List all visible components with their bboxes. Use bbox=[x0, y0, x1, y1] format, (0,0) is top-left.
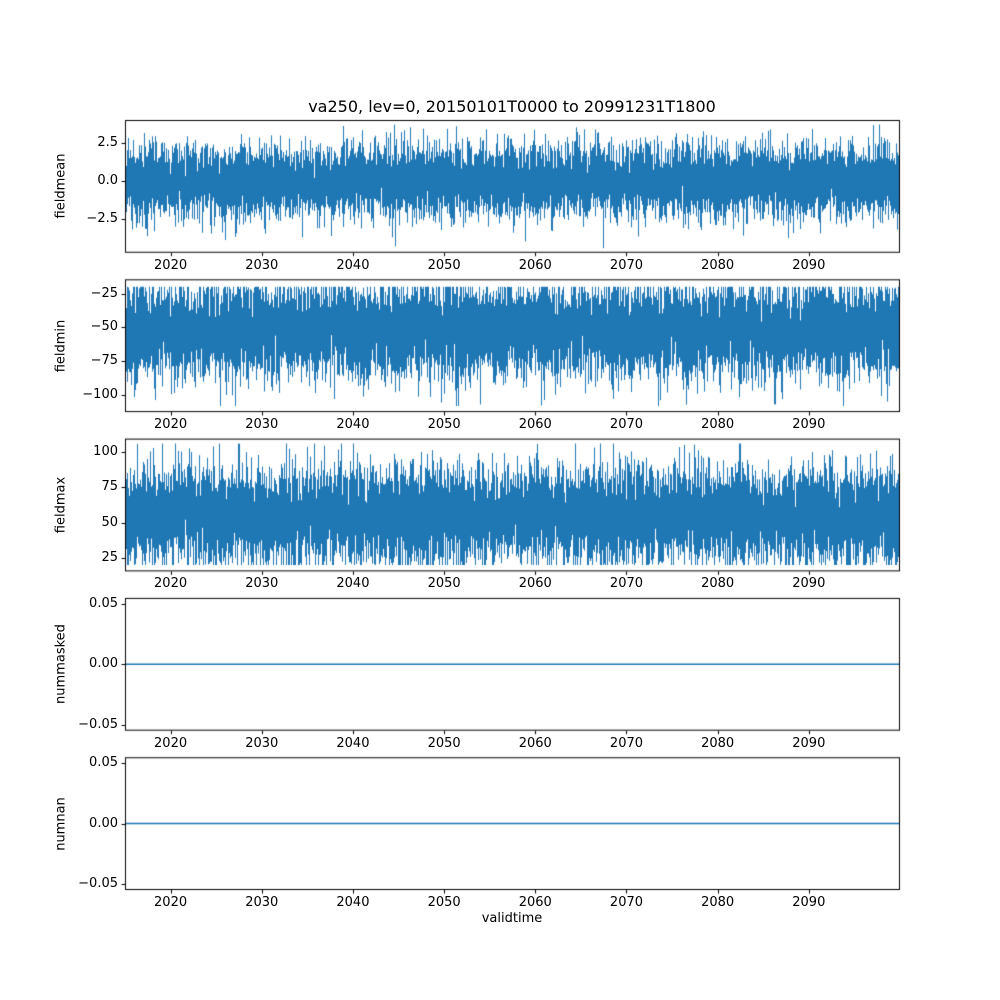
y-tick-label-1-0: −25 bbox=[90, 285, 118, 301]
x-tick-label-4-5: 2070 bbox=[609, 895, 644, 910]
x-tick-label-2-1: 2030 bbox=[245, 576, 279, 592]
y-tick-label-2-1: 75 bbox=[101, 479, 118, 495]
x-tick-label-4-0: 2020 bbox=[154, 895, 188, 910]
y-axis-label-numnan: numnan bbox=[53, 796, 69, 851]
x-tick-label-1-0: 2020 bbox=[154, 417, 188, 433]
x-tick-label-3-6: 2080 bbox=[701, 735, 735, 751]
x-tick-label-0-1: 2030 bbox=[245, 257, 279, 273]
x-tick-label-0-5: 2070 bbox=[609, 257, 644, 273]
x-axis-label: validtime bbox=[481, 911, 543, 926]
y-axis-label-fieldmean: fieldmean bbox=[53, 153, 69, 219]
y-tick-label-2-3: 25 bbox=[101, 549, 118, 565]
x-tick-label-3-5: 2070 bbox=[609, 735, 644, 751]
x-tick-label-2-6: 2080 bbox=[701, 576, 735, 592]
x-tick-label-3-1: 2030 bbox=[245, 735, 279, 751]
x-tick-label-2-0: 2020 bbox=[154, 576, 188, 592]
x-tick-label-3-3: 2050 bbox=[427, 735, 461, 751]
y-tick-label-4-1: 0.00 bbox=[89, 815, 118, 831]
x-tick-label-1-2: 2040 bbox=[336, 417, 370, 433]
x-tick-label-4-4: 2060 bbox=[518, 895, 552, 910]
y-axis-label-nummasked: nummasked bbox=[53, 624, 69, 705]
y-tick-label-1-2: −75 bbox=[90, 353, 118, 369]
x-tick-label-4-1: 2030 bbox=[245, 895, 279, 910]
x-tick-label-3-4: 2060 bbox=[518, 735, 552, 751]
chart-title: va250, lev=0, 20150101T0000 to 20991231T… bbox=[308, 97, 716, 116]
y-tick-label-1-1: −50 bbox=[90, 319, 118, 335]
x-tick-label-0-3: 2050 bbox=[427, 257, 461, 273]
y-tick-label-0-1: 0.0 bbox=[97, 173, 118, 189]
x-tick-label-4-6: 2080 bbox=[701, 895, 735, 910]
y-tick-label-1-3: −100 bbox=[82, 387, 118, 403]
y-tick-label-4-2: −0.05 bbox=[78, 875, 118, 891]
x-tick-label-0-0: 2020 bbox=[154, 257, 188, 273]
y-tick-label-3-2: −0.05 bbox=[78, 716, 118, 732]
x-tick-label-0-4: 2060 bbox=[518, 257, 552, 273]
x-tick-label-1-1: 2030 bbox=[245, 417, 279, 433]
x-tick-label-1-7: 2090 bbox=[792, 417, 826, 433]
y-tick-label-2-2: 50 bbox=[101, 514, 118, 530]
x-tick-label-1-3: 2050 bbox=[427, 417, 461, 433]
y-tick-label-3-0: 0.05 bbox=[89, 595, 118, 611]
x-tick-label-3-7: 2090 bbox=[792, 735, 826, 751]
x-tick-label-4-2: 2040 bbox=[336, 895, 370, 910]
x-tick-label-0-2: 2040 bbox=[336, 257, 370, 273]
x-tick-label-1-4: 2060 bbox=[518, 417, 552, 433]
x-tick-label-1-5: 2070 bbox=[609, 417, 644, 433]
y-tick-label-4-0: 0.05 bbox=[89, 755, 118, 771]
y-tick-label-2-0: 100 bbox=[93, 444, 118, 460]
x-tick-label-0-7: 2090 bbox=[792, 257, 826, 273]
x-tick-label-0-6: 2080 bbox=[701, 257, 735, 273]
y-tick-label-3-1: 0.00 bbox=[89, 656, 118, 672]
x-tick-label-2-7: 2090 bbox=[792, 576, 826, 592]
x-tick-label-2-3: 2050 bbox=[427, 576, 461, 592]
y-axis-label-fieldmax: fieldmax bbox=[53, 476, 69, 534]
y-tick-label-0-0: 2.5 bbox=[97, 134, 118, 150]
x-tick-label-3-0: 2020 bbox=[154, 735, 188, 751]
y-tick-label-0-2: −2.5 bbox=[86, 211, 118, 227]
x-tick-label-2-4: 2060 bbox=[518, 576, 552, 592]
x-tick-label-2-5: 2070 bbox=[609, 576, 644, 592]
y-axis-label-fieldmin: fieldmin bbox=[53, 319, 69, 372]
x-tick-label-4-7: 2090 bbox=[792, 895, 826, 910]
x-tick-label-1-6: 2080 bbox=[701, 417, 735, 433]
x-tick-label-2-2: 2040 bbox=[336, 576, 370, 592]
x-tick-label-4-3: 2050 bbox=[427, 895, 461, 910]
x-tick-label-3-2: 2040 bbox=[336, 735, 370, 751]
